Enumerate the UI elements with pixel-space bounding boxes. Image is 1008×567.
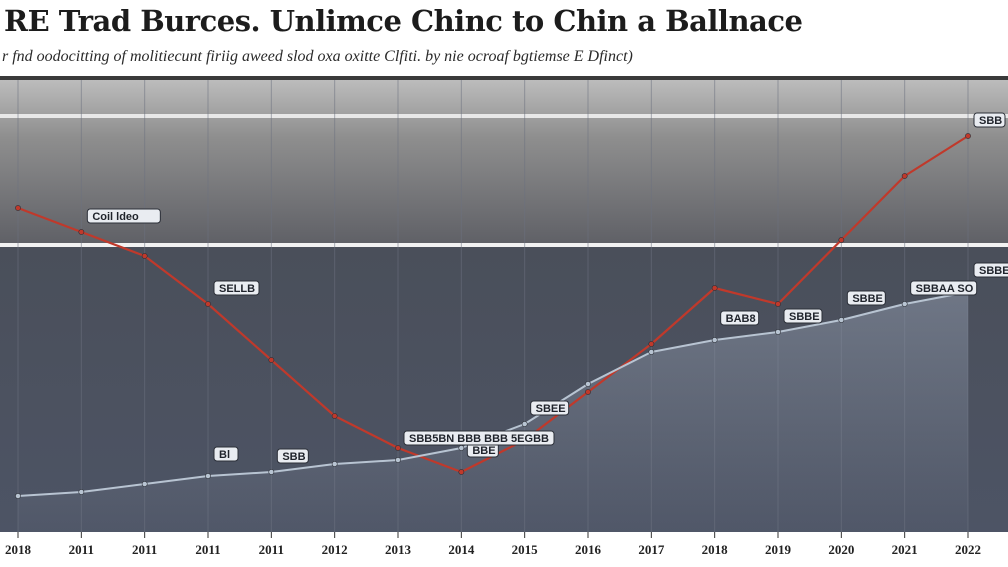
annotation-text: Coil ldeo [92,211,139,223]
annotation-text: BAB8 [726,313,756,325]
data-point [331,413,338,419]
x-tick-label: 2019 [765,542,792,557]
annotation-text: SBB [979,115,1002,127]
axis-area [0,532,1008,567]
data-point [838,237,845,243]
annotation-text: SBBAA SO [916,283,974,295]
area-series-lower [18,292,968,532]
annotation-text: SBB [282,451,305,463]
annotation-label: SBBE [783,308,823,324]
annotation-box [720,310,760,326]
annotation-label: SBB [973,112,1006,128]
annotation-box [213,280,260,296]
data-point [141,253,148,259]
x-tick-label: 2016 [575,542,602,557]
x-tick-label: 2018 [702,542,729,557]
annotation-text: SELLB [219,283,255,295]
annotation-box [213,446,239,462]
chart-title: RE Trad Burces. Unlimce Chinc to Chin a … [4,4,803,38]
annotation-box [973,112,1006,128]
data-point [268,469,275,475]
x-tick-label: 2022 [955,542,981,557]
data-point [775,329,781,335]
annotation-label: SBB5BN BBB BBB 5EGBB [403,430,555,446]
annotation-box [973,262,1008,278]
data-point [775,301,781,307]
x-tick-label: 2014 [448,542,475,557]
data-point [585,381,591,387]
x-axis: 2018 2011 2011 2011 2011 2012 2013 2014 2015 2016… [5,532,981,557]
annotation-text: Bl [219,449,230,461]
points-layer [15,133,971,499]
data-point [711,337,718,343]
data-point [711,285,718,291]
data-point [838,317,845,323]
data-point [901,173,908,179]
annotation-label: SBEE [530,400,570,416]
data-point [78,229,85,235]
annotation-text: SBBE [852,293,883,305]
x-tick-label: 2021 [892,542,918,557]
data-point [965,133,971,139]
annotation-text: SBB5BN BBB BBB 5EGBB [409,433,549,445]
annotation-label: SELLB [213,280,260,296]
annotation-box [783,308,823,324]
annotation-box [403,430,555,446]
annotation-text: SBBE [979,265,1008,277]
upper-band [0,80,1008,245]
annotation-label: Bl [213,446,239,462]
band-divider [0,243,1008,247]
data-point [395,445,401,451]
data-point [331,461,338,467]
data-point [521,421,528,427]
annotation-label: SBBAA SO [910,280,978,296]
data-point [458,469,465,475]
x-tick-label: 2015 [512,542,539,557]
data-point [78,489,85,495]
x-tick-label: 2018 [5,542,32,557]
upper-band-rule [0,114,1008,118]
data-point [268,357,275,363]
data-point [901,301,908,307]
data-point [585,389,591,395]
annotation-text: BBE [472,445,495,457]
annotation-box [530,400,570,416]
data-point [15,493,21,499]
annotation-label: Coil ldeo [86,208,161,224]
data-point [458,445,465,451]
x-tick-label: 2011 [195,542,220,557]
x-tick-label: 2020 [828,542,854,557]
x-tick-label: 2011 [132,542,157,557]
annotation-box [86,208,161,224]
chart-subtitle: r fnd oodocitting of molitiecunt firiig … [2,48,633,65]
data-point [15,205,21,211]
area-fill [18,292,968,532]
x-tick-label: 2017 [638,542,665,557]
x-tick-label: 2013 [385,542,412,557]
x-tick-label: 2011 [259,542,284,557]
data-point [205,301,211,307]
annotation-label: SBBE [973,262,1008,278]
x-tick-label: 2012 [322,542,348,557]
data-point [648,349,655,355]
data-point [648,341,655,347]
annotation-text: SBBE [789,311,820,323]
x-tick-label: 2011 [69,542,94,557]
annotation-label: BBE [466,442,499,458]
annotation-text: SBEE [536,403,566,415]
annotation-box [910,280,978,296]
data-point [395,457,401,463]
annotation-label: SBBE [846,290,886,306]
annotation-box [276,448,309,464]
data-point [141,481,148,487]
annotation-box [846,290,886,306]
data-point [205,473,211,479]
annotation-label: SBB [276,448,309,464]
annotation-layer: Coil ldeo BBE SBEE BAB8 SBBE SBBE SBBAA SO SBBE… [86,112,1008,464]
annotation-label: BAB8 [720,310,760,326]
top-rule [0,76,1008,80]
